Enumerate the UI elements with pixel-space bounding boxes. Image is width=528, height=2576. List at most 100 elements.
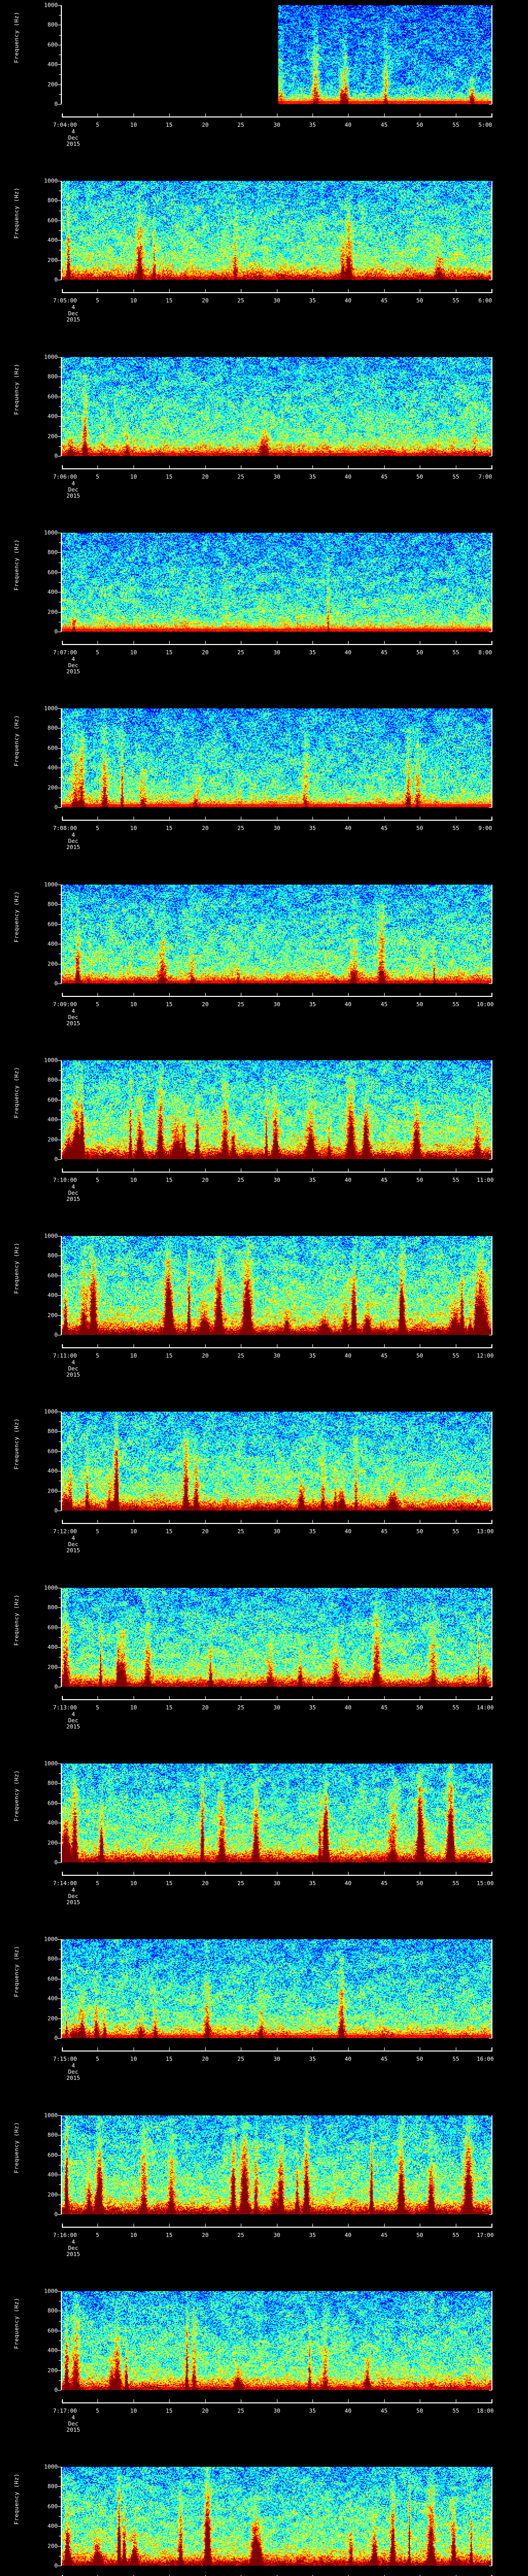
x-axis-end-cap [62, 289, 63, 293]
x-axis-tick-mark [169, 113, 170, 117]
y-axis-tick-label: 0 [54, 2035, 58, 2042]
y-axis-tick-label: 800 [47, 373, 58, 380]
y-axis-tick-label: 600 [47, 921, 58, 928]
x-axis-tick-label: 25 [237, 1528, 244, 1535]
y-axis-tick-mark [58, 1803, 61, 1804]
x-axis-end-cap [62, 113, 63, 117]
x-axis-end-cap [62, 2047, 63, 2052]
x-axis-tick-label: 10 [130, 2232, 137, 2239]
x-axis-tick-label: 50 [416, 1704, 423, 1711]
date-line: 2015 [66, 1020, 80, 1027]
y-axis-tick-label: 200 [47, 2367, 58, 2374]
x-axis-tick-mark [97, 113, 98, 117]
y-axis-tick-label: 400 [47, 61, 58, 68]
x-axis-tick-label: 45 [381, 1177, 388, 1183]
x-axis-tick-label: 5 [95, 473, 100, 480]
y-axis: Frequency (Hz) 1000 800 600 400 200 0 [0, 1233, 62, 1338]
x-axis-tick-label: 5 [95, 1352, 100, 1359]
x-axis-tick-label: 35 [309, 1352, 316, 1359]
x-axis-end-time-label: 14:00 [476, 1704, 494, 1711]
x-axis-tick-label: 45 [381, 1352, 388, 1359]
x-axis-tick-label: 35 [309, 122, 316, 128]
x-axis-start-time-label: 7:13:00 [53, 1704, 77, 1711]
x-axis-spine [62, 292, 492, 293]
y-axis-tick-mark [58, 1060, 61, 1061]
x-axis-end-cap [491, 2224, 492, 2228]
x-axis-tick-mark [205, 1344, 206, 1348]
spectrogram-panel: Frequency (Hz) 1000 800 600 400 200 0 7:11:00 5 1… [0, 1233, 528, 1378]
date-line: Dec [68, 134, 78, 141]
right-axis-spine [491, 357, 492, 456]
x-axis-tick-mark [169, 1520, 170, 1523]
y-axis-minor-tick [59, 2008, 61, 2009]
y-axis-spine [61, 2291, 62, 2390]
x-axis-tick-label: 10 [130, 649, 137, 656]
x-axis-tick-label: 55 [452, 1880, 459, 1887]
x-axis-tick-label: 20 [202, 122, 209, 128]
x-axis-date-label: 4 Dec 2015 [67, 1535, 80, 1554]
date-line: 4 [71, 2414, 75, 2421]
y-axis-label: Frequency (Hz) [13, 715, 20, 767]
x-axis-tick-label: 45 [381, 1880, 388, 1887]
date-line: Dec [68, 1014, 78, 1021]
y-axis-tick-label: 0 [54, 2211, 58, 2218]
x-axis-tick-label: 20 [202, 297, 209, 304]
y-axis: Frequency (Hz) 1000 800 600 400 200 0 [0, 705, 62, 811]
y-axis-tick-label: 600 [47, 217, 58, 224]
date-line: 4 [71, 1359, 75, 1366]
x-axis-end-time-label: 16:00 [476, 2056, 494, 2062]
right-axis-tick-mark [489, 1862, 492, 1863]
x-axis-tick-label: 35 [309, 1001, 316, 1008]
y-axis-tick-mark [58, 357, 61, 358]
x-axis-tick-mark [169, 1344, 170, 1348]
x-axis-tick-label: 50 [416, 122, 423, 128]
spectrogram-plot-area [62, 1939, 491, 2038]
y-axis-tick-label: 400 [47, 1819, 58, 1826]
x-axis-tick-mark [169, 641, 170, 645]
x-axis-tick-mark [312, 113, 313, 117]
y-axis-tick-label: 800 [47, 197, 58, 204]
spectrogram-plot-area [62, 1588, 491, 1687]
x-axis-end-time-label: 11:00 [476, 1177, 494, 1183]
y-axis-tick-label: 1000 [44, 1057, 58, 1064]
x-axis-tick-mark [169, 465, 170, 469]
x-axis-end-cap [62, 1872, 63, 1876]
x-axis-tick-mark [97, 993, 98, 996]
x-axis-tick-label: 40 [344, 1880, 352, 1887]
x-axis-tick-mark [348, 817, 349, 820]
x-axis-tick-mark [169, 2224, 170, 2227]
y-axis-tick-label: 600 [47, 2327, 58, 2334]
x-axis-tick-label: 20 [202, 473, 209, 480]
y-axis-tick-label: 1000 [44, 2463, 58, 2470]
date-line: Dec [68, 2069, 78, 2075]
y-axis-tick-label: 200 [47, 81, 58, 88]
x-axis-spine [62, 1347, 492, 1348]
x-axis-tick-mark [312, 1872, 313, 1875]
x-axis-spine [62, 820, 492, 821]
x-axis-tick-label: 15 [166, 1177, 173, 1183]
y-axis-tick-label: 0 [54, 1859, 58, 1866]
x-axis-tick-label: 5 [95, 1880, 100, 1887]
y-axis-tick-label: 0 [54, 1507, 58, 1514]
x-axis-date-label: 4 Dec 2015 [67, 481, 80, 499]
y-axis-tick-label: 0 [54, 276, 58, 283]
x-axis-tick-label: 15 [166, 297, 173, 304]
y-axis-tick-label: 1000 [44, 705, 58, 712]
x-axis-start-time-label: 7:09:00 [53, 1001, 77, 1008]
x-axis-tick-label: 45 [381, 1001, 388, 1008]
y-axis-minor-tick [59, 2360, 61, 2361]
x-axis-tick-label: 40 [344, 297, 352, 304]
y-axis: Frequency (Hz) 1000 800 600 400 200 0 [0, 2, 62, 108]
y-axis-tick-label: 200 [47, 1136, 58, 1143]
y-axis-minor-tick [59, 582, 61, 583]
x-axis-end-cap [62, 1344, 63, 1348]
x-axis-end-cap [491, 113, 492, 117]
y-axis-tick-mark [58, 64, 61, 65]
y-axis-spine [61, 181, 62, 280]
date-line: 4 [71, 1711, 75, 1718]
y-axis-tick-mark [58, 84, 61, 85]
x-axis-tick-label: 55 [452, 825, 459, 832]
x-axis-tick-label: 30 [273, 1528, 280, 1535]
x-axis-tick-mark [169, 2575, 170, 2576]
x-axis-tick-label: 15 [166, 122, 173, 128]
